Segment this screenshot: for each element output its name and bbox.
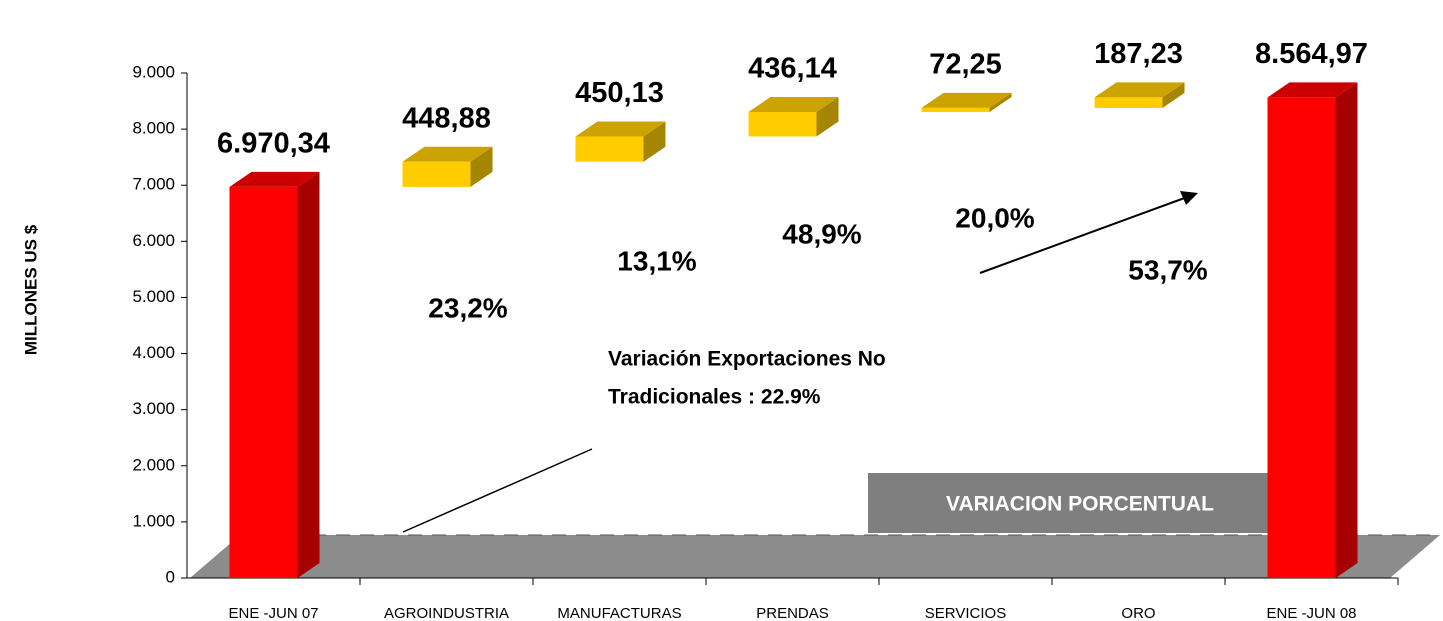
bar-top <box>1094 82 1185 98</box>
y-tick-label: 1.000 <box>132 511 175 530</box>
bar-top <box>402 146 493 162</box>
bar-side <box>470 146 493 187</box>
bar <box>921 107 990 112</box>
percent-label: 20,0% <box>955 202 1034 233</box>
y-tick-label: 8.000 <box>132 119 175 138</box>
box-label: VARIACION PORCENTUAL <box>946 493 1214 516</box>
bar <box>748 111 817 137</box>
bar <box>402 161 471 187</box>
y-tick-label: 6.000 <box>132 231 175 250</box>
bar-top <box>575 121 666 137</box>
x-tick-label: PRENDAS <box>756 605 829 621</box>
percent-label: 53,7% <box>1128 254 1207 285</box>
y-tick-label: 7.000 <box>132 175 175 194</box>
y-tick-label: 4.000 <box>132 343 175 362</box>
percent-label: 23,2% <box>428 292 507 323</box>
bar-side <box>297 171 320 578</box>
value-label: 450,13 <box>575 77 664 109</box>
trend-arrow <box>979 195 1191 274</box>
bar-top <box>229 171 320 187</box>
bar-side <box>989 92 1012 112</box>
annotation: Tradicionales : 22.9% <box>608 386 821 409</box>
bar-side <box>816 96 839 137</box>
y-tick-label: 5.000 <box>132 287 175 306</box>
bar <box>229 186 298 578</box>
x-tick-label: MANUFACTURAS <box>557 605 681 621</box>
legend-box <box>868 473 1293 533</box>
x-tick-label: SERVICIOS <box>925 605 1006 621</box>
y-axis-label: MILLONES US $ <box>21 224 40 355</box>
value-label: 448,88 <box>402 102 491 134</box>
bar-side <box>643 121 666 162</box>
value-label: 187,23 <box>1094 38 1183 70</box>
x-tick-label: ENE -JUN 08 <box>1266 605 1356 621</box>
percent-label: 48,9% <box>782 218 861 249</box>
y-tick-label: 0 <box>166 567 175 586</box>
x-tick-label: AGROINDUSTRIA <box>384 605 509 621</box>
bar <box>1094 97 1163 108</box>
value-label: 8.564,97 <box>1255 38 1368 70</box>
bar-top <box>748 96 839 112</box>
x-tick-label: ORO <box>1121 605 1155 621</box>
bar-side <box>1162 82 1185 108</box>
bar <box>1267 97 1336 578</box>
percent-label: 13,1% <box>617 245 696 276</box>
value-label: 436,14 <box>748 53 837 85</box>
annotation: Variación Exportaciones No <box>608 348 886 371</box>
annotation-leader <box>402 448 593 533</box>
bar-top <box>1267 82 1358 98</box>
value-label: 72,25 <box>929 49 1002 81</box>
floor <box>190 535 1440 578</box>
value-label: 6.970,34 <box>217 128 330 160</box>
y-tick-label: 3.000 <box>132 399 175 418</box>
bar-top <box>921 92 1012 108</box>
y-tick-label: 2.000 <box>132 455 175 474</box>
arrow-head <box>1180 191 1198 205</box>
bar <box>575 136 644 162</box>
x-tick-label: ENE -JUN 07 <box>228 605 318 621</box>
y-tick-label: 9.000 <box>132 62 175 81</box>
bar-side <box>1335 82 1358 578</box>
